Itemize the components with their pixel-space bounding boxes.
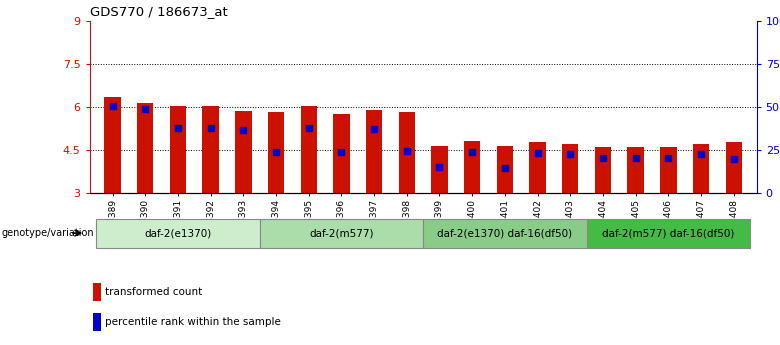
Bar xyxy=(562,144,579,193)
Bar xyxy=(137,103,154,193)
Bar xyxy=(725,142,742,193)
Bar xyxy=(497,146,513,193)
Bar xyxy=(93,313,101,331)
Bar xyxy=(399,112,415,193)
Text: daf-2(e1370) daf-16(df50): daf-2(e1370) daf-16(df50) xyxy=(438,228,573,238)
Bar xyxy=(170,106,186,193)
Bar xyxy=(464,141,480,193)
Bar xyxy=(587,219,750,248)
Bar xyxy=(105,97,121,193)
Bar xyxy=(300,106,317,193)
Bar xyxy=(93,284,101,301)
Bar xyxy=(595,147,611,193)
Text: daf-2(m577) daf-16(df50): daf-2(m577) daf-16(df50) xyxy=(602,228,735,238)
Bar xyxy=(268,112,284,193)
Bar xyxy=(333,114,349,193)
Bar xyxy=(660,147,676,193)
Bar xyxy=(431,146,448,193)
Text: GDS770 / 186673_at: GDS770 / 186673_at xyxy=(90,5,228,18)
Bar xyxy=(424,219,587,248)
Bar xyxy=(530,142,546,193)
Text: percentile rank within the sample: percentile rank within the sample xyxy=(105,317,281,327)
Bar xyxy=(96,219,260,248)
Text: daf-2(m577): daf-2(m577) xyxy=(309,228,374,238)
Bar xyxy=(260,219,424,248)
Bar xyxy=(627,147,643,193)
Text: daf-2(e1370): daf-2(e1370) xyxy=(144,228,211,238)
Text: transformed count: transformed count xyxy=(105,287,202,297)
Bar xyxy=(203,106,219,193)
Bar xyxy=(693,144,709,193)
Text: genotype/variation: genotype/variation xyxy=(2,228,94,238)
Bar xyxy=(366,110,382,193)
Bar xyxy=(236,111,251,193)
